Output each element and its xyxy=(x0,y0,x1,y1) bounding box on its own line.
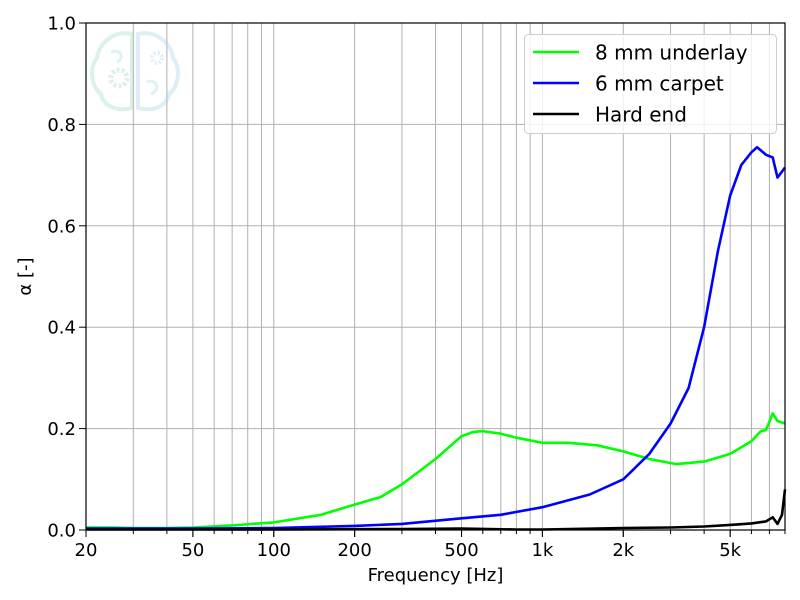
legend-label: 6 mm carpet xyxy=(595,72,724,96)
x-tick-label: 500 xyxy=(444,540,478,561)
legend-label: 8 mm underlay xyxy=(595,41,748,65)
y-axis-label: α [-] xyxy=(15,257,36,295)
y-tick-label: 0.0 xyxy=(47,521,76,542)
y-tick-label: 0.4 xyxy=(47,318,76,339)
x-tick-label: 20 xyxy=(75,540,98,561)
x-tick-label: 100 xyxy=(257,540,291,561)
x-tick-label: 50 xyxy=(181,540,204,561)
y-tick-label: 1.0 xyxy=(47,14,76,35)
series-line xyxy=(86,145,787,530)
axis-ticks: 20 50 100 200 500 1k 2k 5k 0.0 0.2 0.4 0.6 0.8 1.0 xyxy=(47,14,786,561)
x-axis-label: Frequency [Hz] xyxy=(368,565,504,586)
x-tick-label: 200 xyxy=(337,540,371,561)
y-tick-label: 0.6 xyxy=(47,216,76,237)
series-line xyxy=(86,412,786,530)
brain-gear-icon xyxy=(90,31,180,112)
legend-label: Hard end xyxy=(595,103,687,127)
x-tick-label: 2k xyxy=(612,540,634,561)
x-tick-label: 1k xyxy=(531,540,553,561)
y-tick-label: 0.8 xyxy=(47,115,76,136)
y-tick-label: 0.2 xyxy=(47,419,76,440)
data-series xyxy=(86,145,787,531)
legend: 8 mm underlay 6 mm carpet Hard end xyxy=(524,34,777,134)
series-line xyxy=(86,489,787,531)
x-tick-label: 5k xyxy=(719,540,741,561)
